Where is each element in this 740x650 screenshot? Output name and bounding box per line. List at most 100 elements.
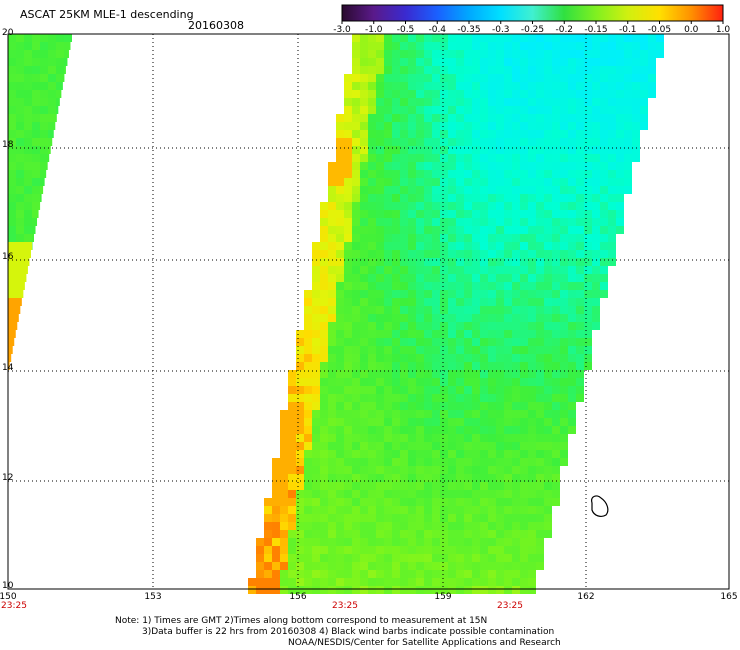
swath-cell [600,274,608,282]
swath-cell [632,106,640,114]
swath-cell [624,50,632,58]
swath-cell [424,570,432,578]
swath-cell [456,146,464,154]
swath-cell [520,434,528,442]
swath-cell [536,122,544,130]
swath-cell [320,362,328,370]
product-title: ASCAT 25KM MLE-1 descending [20,8,194,21]
swath-cell [320,314,328,322]
swath-cell [384,322,392,330]
swath-cell [568,322,576,330]
swath-cell [384,50,392,58]
colorbar-label: -0.25 [520,25,545,35]
swath-cell [296,578,304,586]
swath-cell [280,506,288,514]
swath-cell [328,306,336,314]
swath-cell [488,226,496,234]
swath-cell [400,226,408,234]
swath-cell [272,538,280,546]
swath-cell [344,218,352,226]
swath-cell [384,114,392,122]
swath-cell [336,562,344,570]
swath-cell [576,362,584,370]
swath-cell [400,106,408,114]
swath-cell [480,250,488,258]
swath-cell [8,98,16,106]
swath-cell [344,82,352,90]
swath-cell [296,426,304,434]
swath-cell [608,34,616,42]
swath-cell [296,498,304,506]
swath-cell [472,434,480,442]
swath-cell [552,242,560,250]
swath-cell [280,522,288,530]
swath-cell [536,258,544,266]
swath-cell [600,114,608,122]
swath-cell [336,530,344,538]
swath-cell [360,578,368,586]
swath-cell [424,82,432,90]
swath-cell [456,394,464,402]
swath-cell [408,330,416,338]
swath-cell [440,458,448,466]
swath-cell [320,586,328,594]
swath-cell [472,50,480,58]
swath-cell [48,138,53,146]
swath-cell [400,138,408,146]
swath-cell [344,290,352,298]
swath-cell [376,506,384,514]
swath-cell [440,586,448,594]
swath-cell [528,322,536,330]
swath-cell [392,122,400,130]
swath-cell [536,106,544,114]
swath-cell [616,98,624,106]
swath-cell [488,586,496,594]
swath-cell [504,354,512,362]
swath-cell [16,306,21,314]
swath-cell [328,410,336,418]
swath-cell [440,378,448,386]
swath-cell [392,490,400,498]
swath-cell [16,106,24,114]
swath-cell [632,34,640,42]
swath-cell [400,418,408,426]
swath-cell [312,346,320,354]
swath-cell [400,426,408,434]
swath-cell [296,466,304,474]
swath-cell [384,82,392,90]
swath-cell [368,482,376,490]
swath-cell [368,178,376,186]
swath-cell [560,266,568,274]
swath-cell [32,74,40,82]
swath-cell [368,338,376,346]
swath-cell [488,546,496,554]
swath-cell [592,162,600,170]
swath-cell [488,202,496,210]
colorbar-label: -1.0 [364,25,383,35]
swath-cell [496,554,504,562]
swath-cell [544,194,552,202]
swath-cell [288,418,296,426]
swath-cell [352,282,360,290]
swath-cell [544,522,552,530]
swath-cell [296,514,304,522]
swath-cell [472,322,480,330]
swath-cell [304,562,312,570]
swath-cell [584,290,592,298]
swath-cell [464,578,472,586]
swath-cell [456,346,464,354]
swath-cell [344,586,352,594]
lat-label-18: 18 [2,140,14,150]
swath-cell [544,122,552,130]
swath-cell [424,578,432,586]
swath-cell [336,378,344,386]
swath-cell [472,170,480,178]
swath-cell [8,346,13,354]
swath-cell [504,394,512,402]
swath-cell [536,130,544,138]
swath-cell [544,82,552,90]
swath-cell [8,66,16,74]
swath-cell [448,322,456,330]
swath-cell [616,138,624,146]
swath-cell [368,314,376,322]
